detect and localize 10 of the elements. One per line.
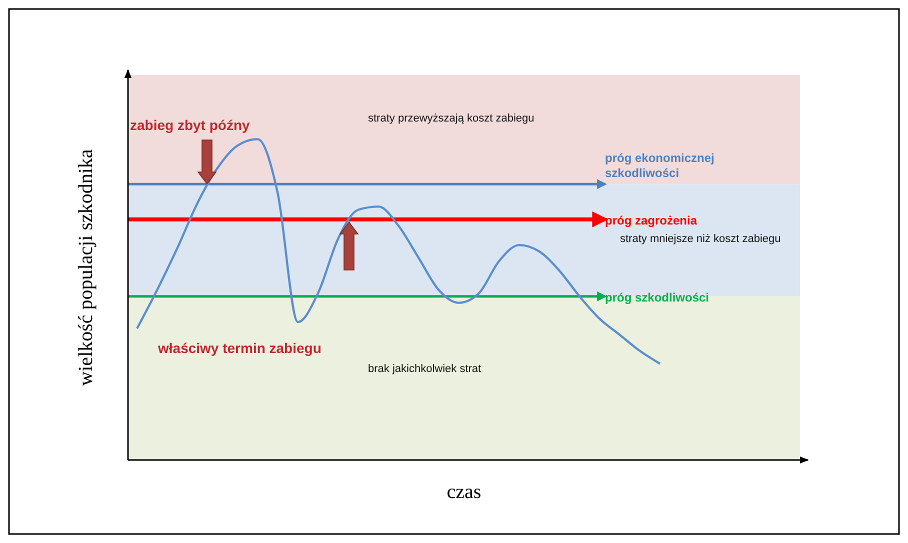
annotation: właściwy termin zabiegu bbox=[157, 340, 322, 356]
band-label: straty mniejsze niż koszt zabiegu bbox=[620, 233, 781, 246]
ref-line-label: próg zagrożenia bbox=[605, 213, 698, 228]
x-axis-title: czas bbox=[446, 481, 482, 503]
band-label: straty przewyższają koszt zabiegu bbox=[368, 112, 534, 125]
y-axis-title: wielkość populacji szkodnika bbox=[75, 149, 97, 386]
ref-line-label: próg szkodliwości bbox=[605, 290, 710, 304]
text: zabieg zbyt późny bbox=[130, 117, 250, 133]
ref-line-label: próg ekonomicznej szkodliwości bbox=[605, 151, 714, 180]
band-label: brak jakichkolwiek strat bbox=[368, 363, 482, 376]
